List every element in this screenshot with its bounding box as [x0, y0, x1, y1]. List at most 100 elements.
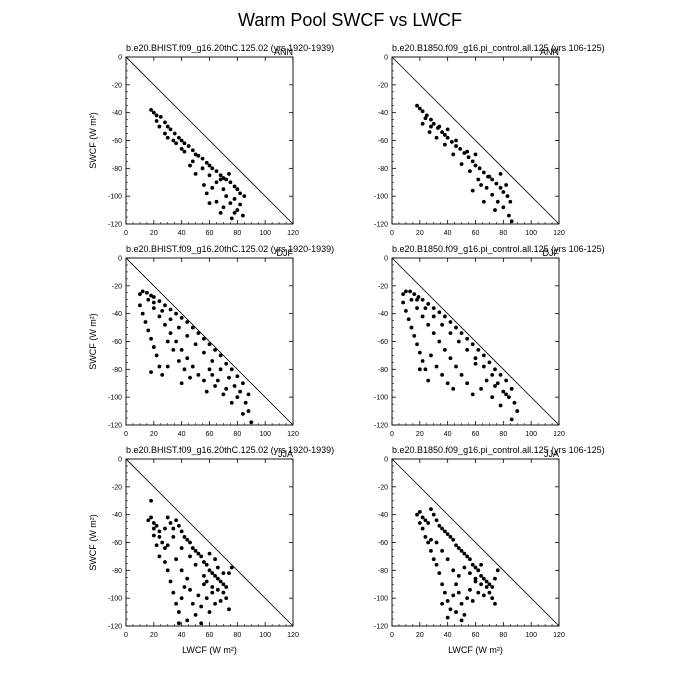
- data-point: [185, 356, 190, 361]
- data-point: [188, 163, 192, 168]
- data-point: [440, 130, 444, 135]
- data-point: [490, 585, 495, 589]
- data-point: [172, 131, 177, 136]
- data-point: [207, 173, 212, 178]
- data-point: [235, 208, 240, 212]
- y-tick-label: -120: [108, 222, 122, 229]
- data-point: [473, 152, 478, 157]
- scatter-panel-6: 0 20 40 60 80 100 120 0 -20 -40 -60 -80 -100 -120 b.e2…: [374, 445, 605, 655]
- data-point: [454, 610, 458, 614]
- data-point: [163, 120, 167, 125]
- data-point: [473, 576, 478, 581]
- reference-line: [125, 257, 294, 426]
- data-point: [207, 342, 212, 347]
- data-point: [146, 297, 151, 302]
- data-point: [468, 571, 472, 576]
- data-point: [476, 177, 481, 182]
- data-point: [204, 579, 209, 584]
- data-point: [154, 119, 159, 123]
- data-point: [165, 364, 170, 369]
- data-point: [423, 535, 428, 539]
- data-point: [228, 201, 233, 206]
- data-point: [426, 378, 431, 383]
- data-point: [481, 170, 486, 175]
- data-point: [440, 373, 444, 377]
- data-point: [515, 409, 520, 413]
- y-tick-label: -100: [374, 395, 388, 402]
- data-point: [204, 389, 209, 394]
- data-point: [465, 347, 470, 352]
- data-point: [481, 593, 486, 598]
- data-point: [163, 560, 167, 564]
- data-point: [490, 192, 495, 197]
- data-point: [154, 543, 159, 548]
- data-point: [454, 582, 458, 587]
- data-point: [202, 336, 206, 341]
- data-point: [207, 201, 212, 206]
- data-point: [171, 535, 176, 539]
- data-point: [196, 331, 201, 336]
- data-point: [462, 565, 467, 570]
- data-point: [168, 579, 173, 584]
- data-point: [415, 342, 419, 347]
- scatter-panel-3: 0 20 40 60 80 100 120 0 -20 -40 -60 -80 -100 -120 b.e2…: [88, 244, 334, 438]
- x-tick-label: 80: [499, 632, 507, 639]
- x-tick-label: 80: [499, 230, 507, 237]
- data-point: [501, 205, 506, 210]
- data-point: [165, 339, 170, 344]
- data-point: [221, 205, 226, 210]
- data-point: [440, 548, 444, 553]
- data-point: [199, 604, 204, 609]
- data-point: [429, 537, 433, 542]
- data-point: [434, 540, 439, 545]
- y-tick-label: -80: [112, 166, 122, 173]
- data-point: [498, 403, 503, 408]
- data-point: [188, 587, 192, 592]
- y-tick-label: 0: [118, 256, 122, 263]
- data-point: [434, 364, 439, 369]
- data-point: [451, 152, 456, 157]
- x-tick-label: 100: [259, 431, 271, 438]
- data-point: [426, 521, 431, 525]
- data-point: [459, 548, 464, 553]
- data-point: [185, 320, 190, 324]
- data-point: [140, 289, 145, 294]
- x-tick-label: 0: [124, 230, 128, 237]
- x-tick-label: 60: [472, 230, 480, 237]
- data-point: [229, 216, 234, 221]
- y-tick-label: -40: [378, 110, 388, 117]
- y-tick-label: -100: [108, 194, 122, 201]
- panel-case-label: b.e20.BHIST.f09_g16.20thC.125.02 (yrs 19…: [126, 445, 334, 455]
- data-point: [149, 370, 153, 375]
- data-point: [495, 199, 500, 204]
- data-point: [484, 579, 489, 584]
- data-point: [185, 618, 190, 623]
- y-tick-label: -120: [108, 423, 122, 430]
- data-point: [151, 533, 156, 538]
- data-point: [228, 180, 233, 185]
- data-point: [420, 297, 425, 302]
- y-tick-label: -60: [112, 138, 122, 145]
- data-point: [487, 590, 492, 595]
- data-point: [454, 325, 458, 330]
- data-point: [229, 367, 234, 372]
- data-point: [509, 417, 514, 422]
- y-tick-label: -20: [378, 82, 388, 89]
- data-point: [459, 331, 464, 336]
- data-point: [468, 587, 472, 592]
- data-point: [479, 183, 483, 187]
- data-point: [437, 571, 442, 576]
- data-point: [213, 601, 217, 606]
- data-point: [168, 127, 173, 132]
- data-point: [215, 378, 220, 383]
- x-tick-label: 20: [416, 431, 424, 438]
- y-tick-label: -40: [378, 311, 388, 318]
- data-point: [404, 289, 408, 294]
- data-point: [202, 378, 206, 383]
- data-point: [165, 135, 170, 140]
- data-point: [417, 106, 422, 111]
- data-point: [434, 562, 439, 567]
- data-point: [151, 300, 156, 305]
- data-point: [199, 621, 204, 626]
- data-point: [431, 557, 436, 562]
